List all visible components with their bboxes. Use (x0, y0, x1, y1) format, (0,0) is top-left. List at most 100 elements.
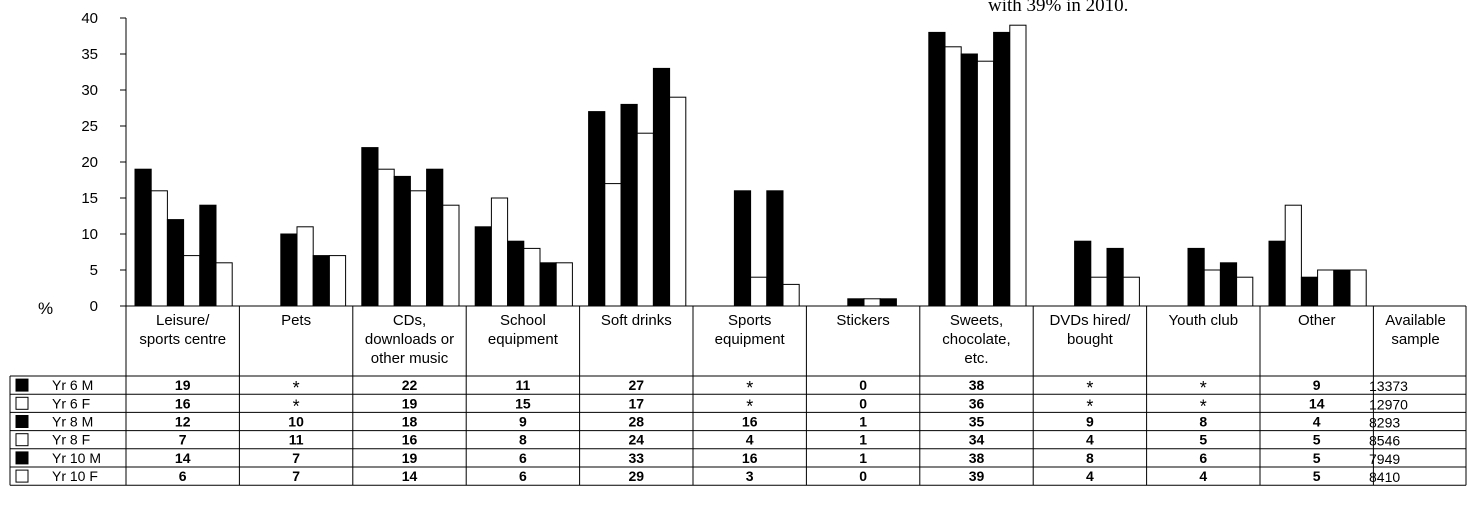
bar-3-8 (960, 53, 978, 307)
category-label-8: chocolate, (942, 331, 1010, 348)
data-label-5-9: 8 (1086, 450, 1094, 466)
y-tick-label-15: 15 (81, 190, 98, 207)
category-label-10: Youth club (1169, 312, 1239, 329)
bar-3-3 (393, 175, 411, 307)
data-label-5-2: 7 (292, 450, 300, 466)
bar-6-1 (215, 262, 233, 307)
y-axis-label: % (38, 299, 53, 318)
data-label-5-8: 38 (969, 450, 985, 466)
data-label-6-6: 3 (746, 468, 754, 484)
data-label-6-1: 6 (179, 468, 187, 484)
data-label-4-1: 7 (179, 432, 187, 448)
bar-6-8 (1009, 24, 1027, 307)
bar-3-2 (280, 233, 298, 307)
data-label-3-1: 12 (175, 414, 191, 430)
y-tick-label-5: 5 (90, 262, 98, 279)
data-label-2-6: * (746, 396, 753, 416)
bar-4-3 (409, 190, 428, 307)
category-label-4: equipment (488, 331, 559, 348)
data-label-3-9: 9 (1086, 414, 1094, 430)
bar-6-11 (1349, 269, 1367, 307)
data-label-2-9: * (1086, 396, 1093, 416)
sample-value-2: 12970 (1369, 396, 1408, 412)
data-label-3-4: 9 (519, 414, 527, 430)
legend-swatch-2 (15, 396, 29, 410)
category-label-9: DVDs hired/ (1049, 312, 1131, 329)
data-label-5-5: 33 (629, 450, 645, 466)
data-label-6-10: 4 (1199, 468, 1207, 484)
data-label-3-5: 28 (629, 414, 645, 430)
legend-label-3: Yr 8 M (52, 414, 93, 430)
bar-3-7 (847, 298, 865, 307)
data-label-1-6: * (746, 378, 753, 398)
legend-swatch-4 (15, 433, 29, 447)
bar-1-1 (134, 168, 152, 307)
data-label-4-5: 24 (629, 432, 645, 448)
data-label-2-8: 36 (969, 395, 985, 411)
category-label-7: Stickers (836, 312, 889, 329)
bar-2-3 (377, 168, 395, 307)
data-label-2-1: 16 (175, 395, 191, 411)
data-label-4-9: 4 (1086, 432, 1094, 448)
category-label-11: Other (1298, 312, 1336, 329)
bar-1-8 (928, 31, 946, 307)
bar-6-10 (1236, 276, 1254, 307)
bar-1-3 (361, 147, 379, 307)
chart-annotation: with 39% in 2010. (988, 0, 1129, 16)
bar-4-8 (976, 60, 995, 307)
sample-value-4: 8546 (1369, 433, 1400, 449)
y-tick-label-40: 40 (81, 10, 98, 27)
data-label-3-3: 18 (402, 414, 418, 430)
bar-5-1 (199, 204, 217, 307)
data-label-2-4: 15 (515, 395, 531, 411)
category-label-3: downloads or (365, 331, 454, 348)
sample-header-label: sample (1391, 331, 1439, 348)
data-label-1-3: 22 (402, 377, 418, 393)
y-tick-label-25: 25 (81, 118, 98, 135)
data-label-3-2: 10 (288, 414, 304, 430)
bar-3-9 (1074, 240, 1092, 307)
bar-1-5 (588, 111, 606, 307)
sample-value-6: 8410 (1369, 469, 1400, 485)
data-label-5-3: 19 (402, 450, 418, 466)
bar-6-9 (1122, 276, 1140, 307)
y-tick-label-20: 20 (81, 154, 98, 171)
legend-label-1: Yr 6 M (52, 377, 93, 393)
data-label-1-5: 27 (629, 377, 645, 393)
data-label-6-11: 5 (1313, 468, 1321, 484)
sample-value-3: 8293 (1369, 415, 1400, 431)
data-label-3-10: 8 (1199, 414, 1207, 430)
bar-4-11 (1317, 269, 1335, 307)
data-label-2-3: 19 (402, 395, 418, 411)
category-label-4: School (500, 312, 546, 329)
bar-4-10 (1203, 269, 1221, 307)
bar-6-3 (442, 204, 460, 307)
data-label-1-8: 38 (969, 377, 985, 393)
data-label-6-7: 0 (859, 468, 867, 484)
data-label-5-10: 6 (1199, 450, 1207, 466)
data-label-4-3: 16 (402, 432, 418, 448)
bar-2-5 (604, 183, 622, 307)
category-label-6: equipment (715, 331, 786, 348)
bar-3-5 (620, 103, 638, 307)
bar-2-4 (490, 197, 509, 307)
bar-4-6 (750, 276, 768, 307)
data-label-3-11: 4 (1313, 414, 1321, 430)
data-label-4-10: 5 (1199, 432, 1207, 448)
data-label-1-2: * (293, 378, 300, 398)
bar-5-4 (539, 262, 557, 307)
bar-5-3 (426, 168, 444, 307)
data-label-5-1: 14 (175, 450, 191, 466)
category-label-9: bought (1067, 331, 1114, 348)
bar-3-4 (507, 240, 525, 307)
data-label-3-6: 16 (742, 414, 758, 430)
data-label-4-4: 8 (519, 432, 527, 448)
data-label-4-8: 34 (969, 432, 985, 448)
bar-4-4 (523, 247, 541, 307)
sample-value-5: 7949 (1369, 451, 1400, 467)
data-label-6-5: 29 (629, 468, 645, 484)
data-label-6-9: 4 (1086, 468, 1094, 484)
legend-swatch-3 (15, 415, 29, 428)
bar-4-5 (636, 132, 654, 307)
data-label-1-11: 9 (1313, 377, 1321, 393)
